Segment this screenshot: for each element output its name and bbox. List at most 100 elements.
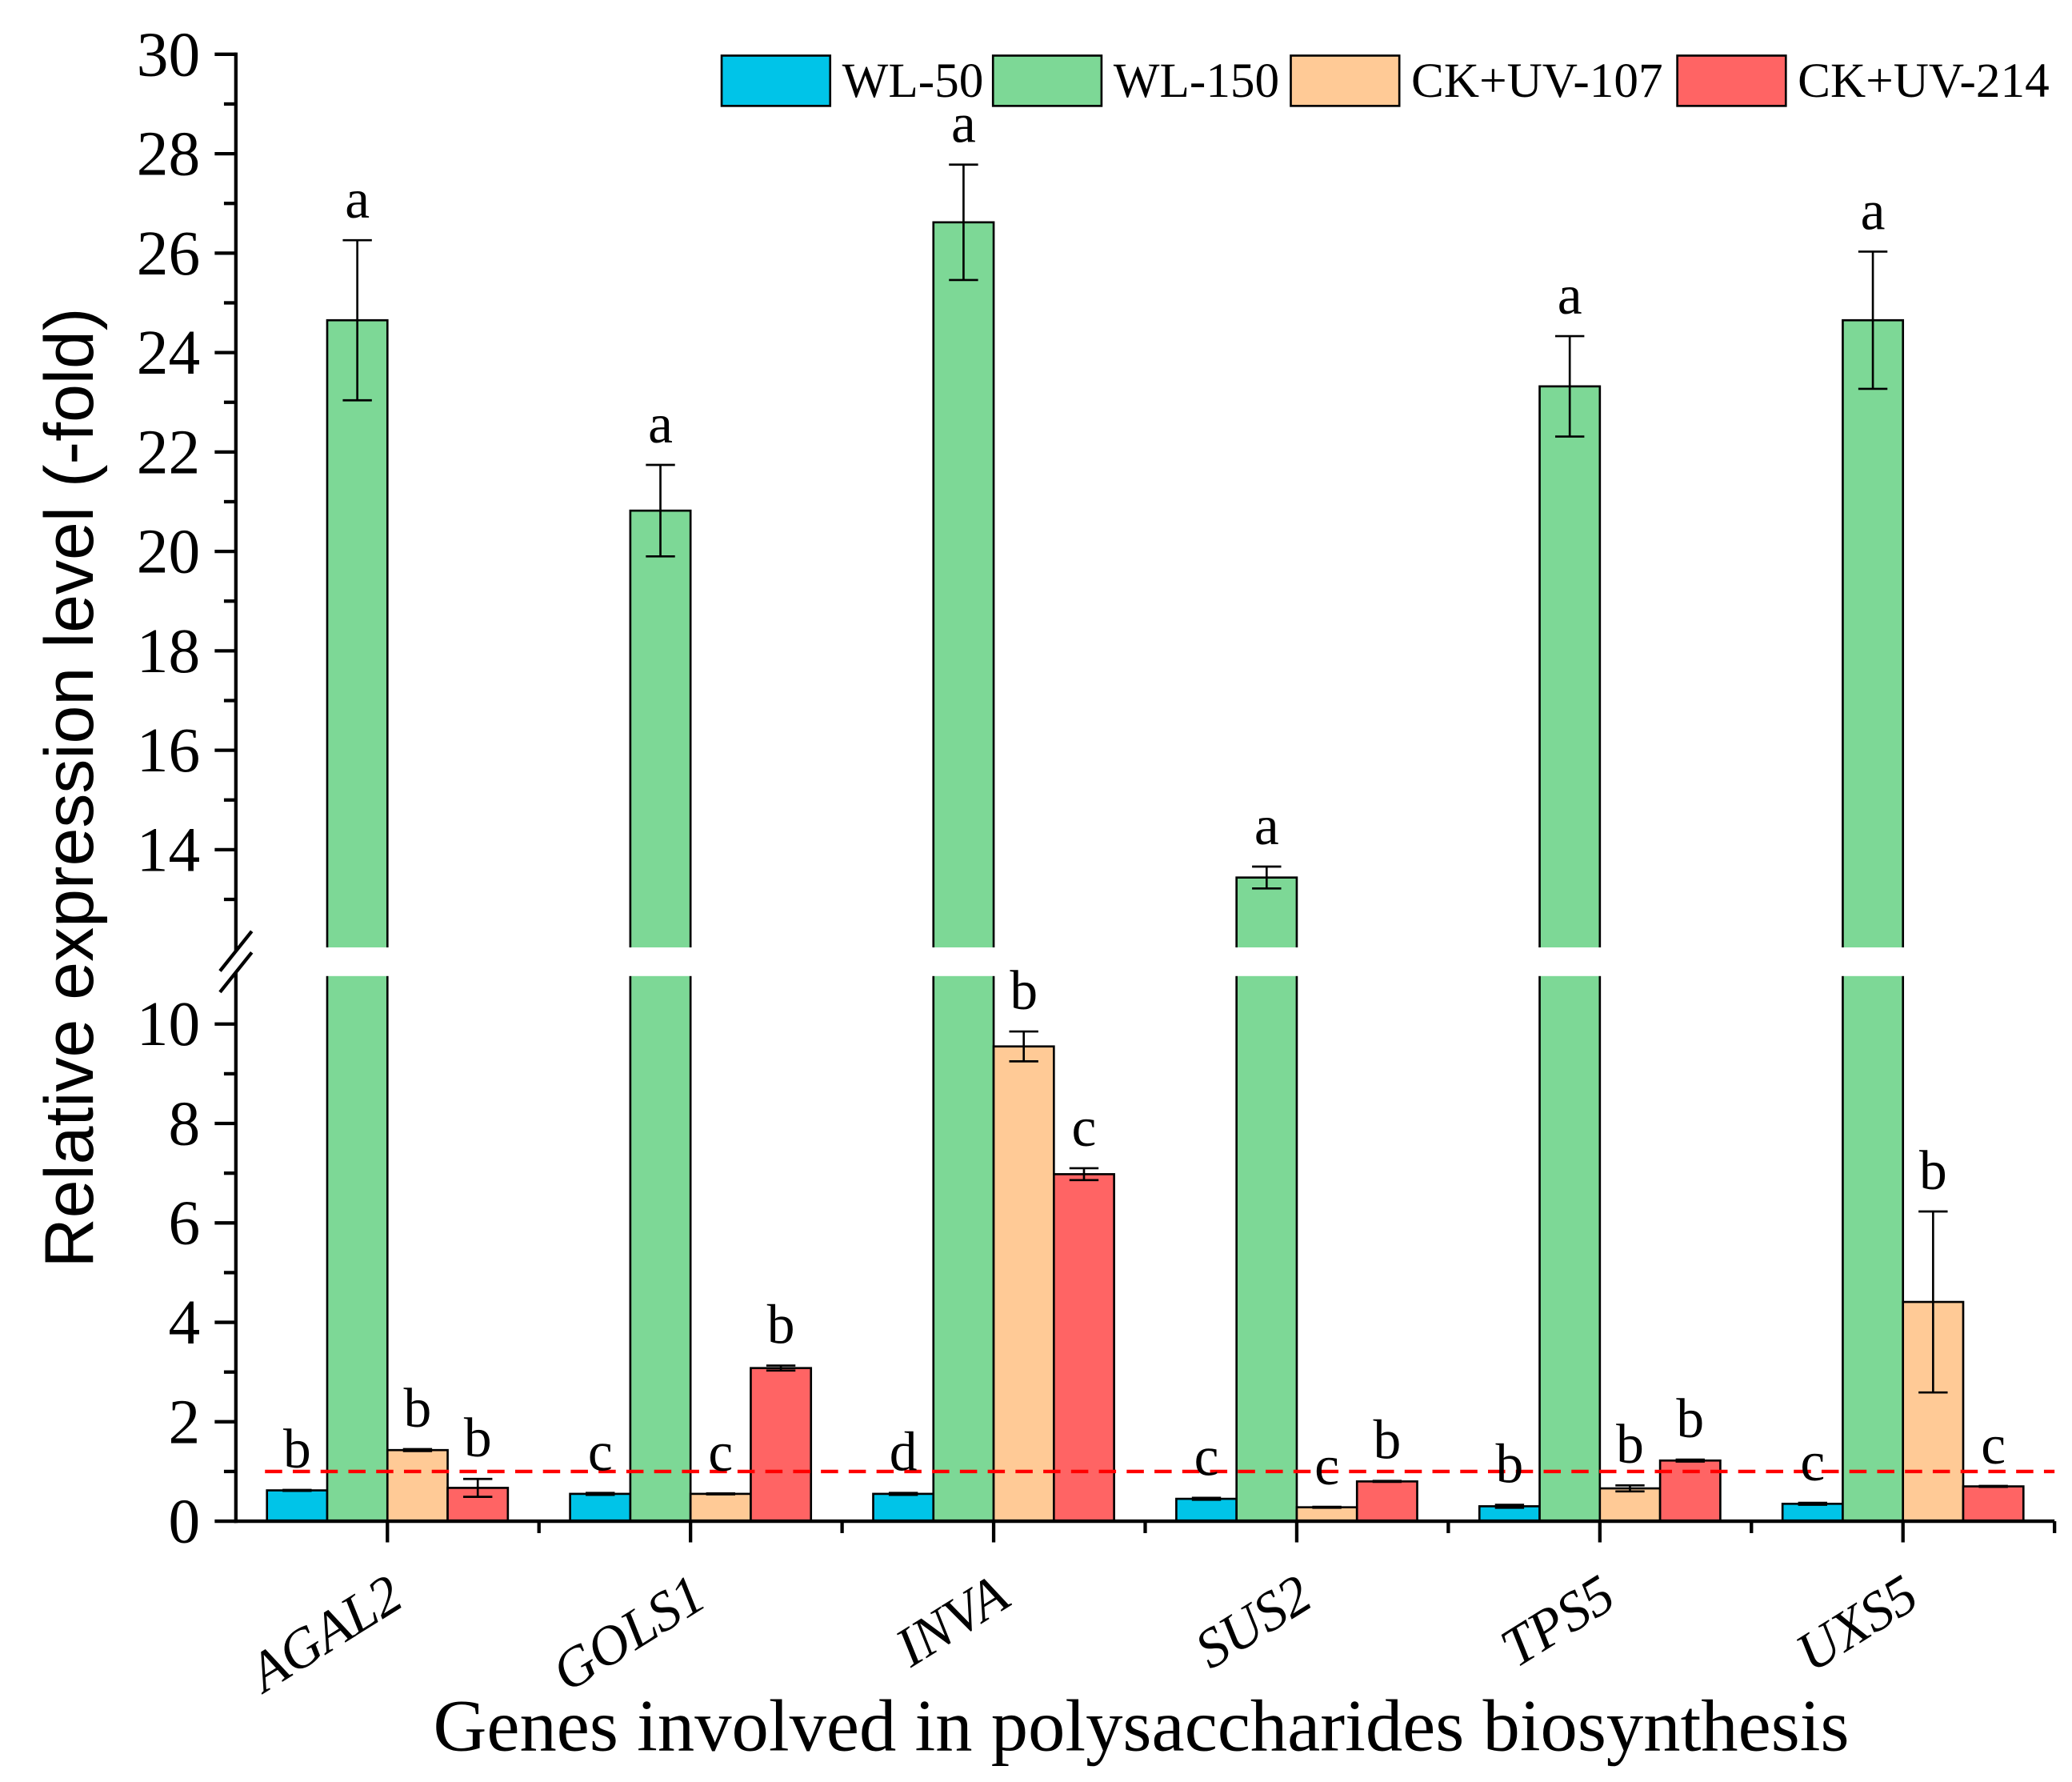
x-axis-title: Genes involved in polysaccharides biosyn…	[433, 1684, 1849, 1767]
y-tick-label: 30	[137, 19, 200, 90]
legend-label-ck-uv-214: CK+UV-214	[1798, 54, 2050, 108]
legend-item-ck-uv-107: CK+UV-107	[1290, 54, 1663, 108]
significance-letter-gols1-ck-uv-107: c	[708, 1422, 733, 1484]
legend-item-ck-uv-214: CK+UV-214	[1676, 54, 2050, 108]
y-tick-label: 10	[137, 989, 200, 1059]
error-bar-agal2-ck-uv-107	[402, 1448, 433, 1452]
legend-swatch-wl-50	[720, 54, 832, 107]
y-tick-label: 16	[137, 715, 200, 786]
error-bar-tps5-ck-uv-107	[1615, 1484, 1645, 1493]
axis-break-gap	[238, 947, 2055, 976]
error-bar-inva-wl-150	[949, 163, 978, 282]
significance-letter-inva-ck-uv-107: b	[1010, 960, 1038, 1022]
y-tick-label: 0	[168, 1487, 200, 1557]
significance-letter-agal2-ck-uv-214: b	[464, 1408, 492, 1469]
significance-letter-agal2-wl-50: b	[283, 1419, 311, 1480]
bar-uxs5-wl-50	[1781, 1502, 1844, 1523]
bar-sus2-wl-50	[1175, 1497, 1238, 1523]
bar-sus2-wl-150	[1235, 876, 1298, 1523]
legend-item-wl-150: WL-150	[991, 54, 1279, 108]
y-tick-label: 6	[168, 1188, 200, 1259]
error-bar-inva-wl-50	[888, 1492, 918, 1496]
error-bar-tps5-wl-50	[1494, 1504, 1525, 1509]
error-bar-gols1-ck-uv-107	[706, 1492, 736, 1496]
y-tick-label: 14	[137, 815, 200, 885]
error-bar-tps5-wl-150	[1554, 334, 1585, 438]
significance-letter-inva-wl-150: a	[951, 94, 976, 155]
axis-break-mark	[218, 951, 254, 994]
bar-agal2-wl-50	[266, 1489, 329, 1523]
bar-uxs5-ck-uv-214	[1962, 1485, 2025, 1523]
error-bar-sus2-wl-50	[1191, 1496, 1222, 1501]
significance-letter-inva-wl-50: d	[890, 1422, 918, 1484]
error-bar-sus2-ck-uv-214	[1372, 1480, 1402, 1484]
y-axis-title: Relative expression level (-fold)	[31, 307, 108, 1267]
bar-gols1-ck-uv-107	[689, 1492, 752, 1523]
legend-swatch-ck-uv-214	[1676, 54, 1787, 107]
bar-gols1-wl-150	[629, 509, 692, 1523]
significance-letter-sus2-wl-150: a	[1254, 795, 1279, 857]
y-tick-label: 8	[168, 1089, 200, 1159]
error-bar-agal2-wl-150	[342, 238, 372, 402]
error-bar-uxs5-wl-50	[1798, 1501, 1827, 1506]
bar-tps5-ck-uv-107	[1598, 1487, 1662, 1523]
significance-letter-sus2-ck-uv-214: b	[1373, 1410, 1401, 1472]
y-tick-label: 20	[137, 517, 200, 587]
legend-label-wl-150: WL-150	[1114, 54, 1279, 108]
significance-letter-sus2-ck-uv-107: c	[1314, 1436, 1339, 1497]
legend-label-ck-uv-107: CK+UV-107	[1411, 54, 1663, 108]
significance-letter-uxs5-wl-50: c	[1800, 1432, 1825, 1493]
error-bar-agal2-ck-uv-214	[463, 1477, 493, 1498]
error-bar-tps5-ck-uv-214	[1675, 1458, 1705, 1463]
axes-layer: AGAL2 GOLS1 INVA SUS2 TPS5 UXS502468101416182…	[137, 19, 2057, 1705]
error-bar-inva-ck-uv-214	[1069, 1167, 1099, 1182]
significance-letter-tps5-ck-uv-107: b	[1616, 1414, 1644, 1476]
error-bar-agal2-wl-50	[282, 1488, 312, 1492]
bar-tps5-ck-uv-214	[1658, 1459, 1722, 1523]
error-bars-layer	[282, 163, 2008, 1509]
bar-sus2-ck-uv-214	[1355, 1480, 1418, 1523]
significance-letter-gols1-ck-uv-214: b	[767, 1294, 795, 1356]
significance-letter-agal2-wl-150: a	[345, 169, 370, 230]
bar-gols1-ck-uv-214	[750, 1367, 813, 1523]
y-tick-label: 4	[168, 1287, 200, 1358]
y-tick-label: 2	[168, 1387, 200, 1457]
error-bar-gols1-ck-uv-214	[766, 1364, 796, 1372]
legend: WL-50 WL-150 CK+UV-107 CK+UV-214	[720, 54, 2050, 108]
legend-label-wl-50: WL-50	[842, 54, 984, 108]
bar-uxs5-wl-150	[1842, 318, 1905, 1523]
y-tick-label: 28	[137, 119, 200, 190]
axis-break-layer	[219, 931, 2055, 992]
significance-letter-tps5-wl-50: b	[1496, 1433, 1524, 1495]
significance-letter-gols1-wl-50: c	[588, 1422, 613, 1484]
bar-agal2-wl-150	[326, 318, 389, 1523]
significance-letter-gols1-wl-150: a	[648, 394, 673, 455]
y-tick-label: 26	[137, 218, 200, 289]
significance-letter-inva-ck-uv-214: c	[1072, 1097, 1097, 1159]
y-tick-label: 22	[137, 417, 200, 487]
significance-letter-tps5-wl-150: a	[1558, 265, 1582, 326]
bar-sus2-ck-uv-107	[1295, 1506, 1358, 1523]
significance-letter-uxs5-ck-uv-214: c	[1981, 1415, 2006, 1476]
y-tick-label: 24	[137, 318, 200, 388]
bar-agal2-ck-uv-107	[386, 1448, 449, 1523]
error-bar-gols1-wl-150	[646, 463, 675, 558]
error-bar-uxs5-wl-150	[1858, 250, 1888, 390]
significance-letter-sus2-wl-50: c	[1194, 1427, 1219, 1488]
bar-inva-ck-uv-214	[1053, 1173, 1115, 1523]
significance-letter-uxs5-ck-uv-107: b	[1919, 1140, 1947, 1202]
legend-swatch-ck-uv-107	[1290, 54, 1401, 107]
error-bar-sus2-wl-150	[1252, 865, 1282, 890]
error-bar-sus2-ck-uv-107	[1312, 1505, 1342, 1509]
error-bar-uxs5-ck-uv-214	[1978, 1484, 2008, 1488]
legend-item-wl-50: WL-50	[720, 54, 984, 108]
bar-gols1-wl-50	[569, 1492, 632, 1523]
error-bar-uxs5-ck-uv-107	[1918, 1210, 1948, 1394]
error-bar-inva-ck-uv-107	[1009, 1030, 1038, 1063]
y-tick-label: 18	[137, 616, 200, 687]
significance-letter-tps5-ck-uv-214: b	[1676, 1388, 1704, 1450]
significance-letter-agal2-ck-uv-107: b	[404, 1378, 432, 1440]
significance-letter-uxs5-wl-150: a	[1861, 180, 1886, 242]
